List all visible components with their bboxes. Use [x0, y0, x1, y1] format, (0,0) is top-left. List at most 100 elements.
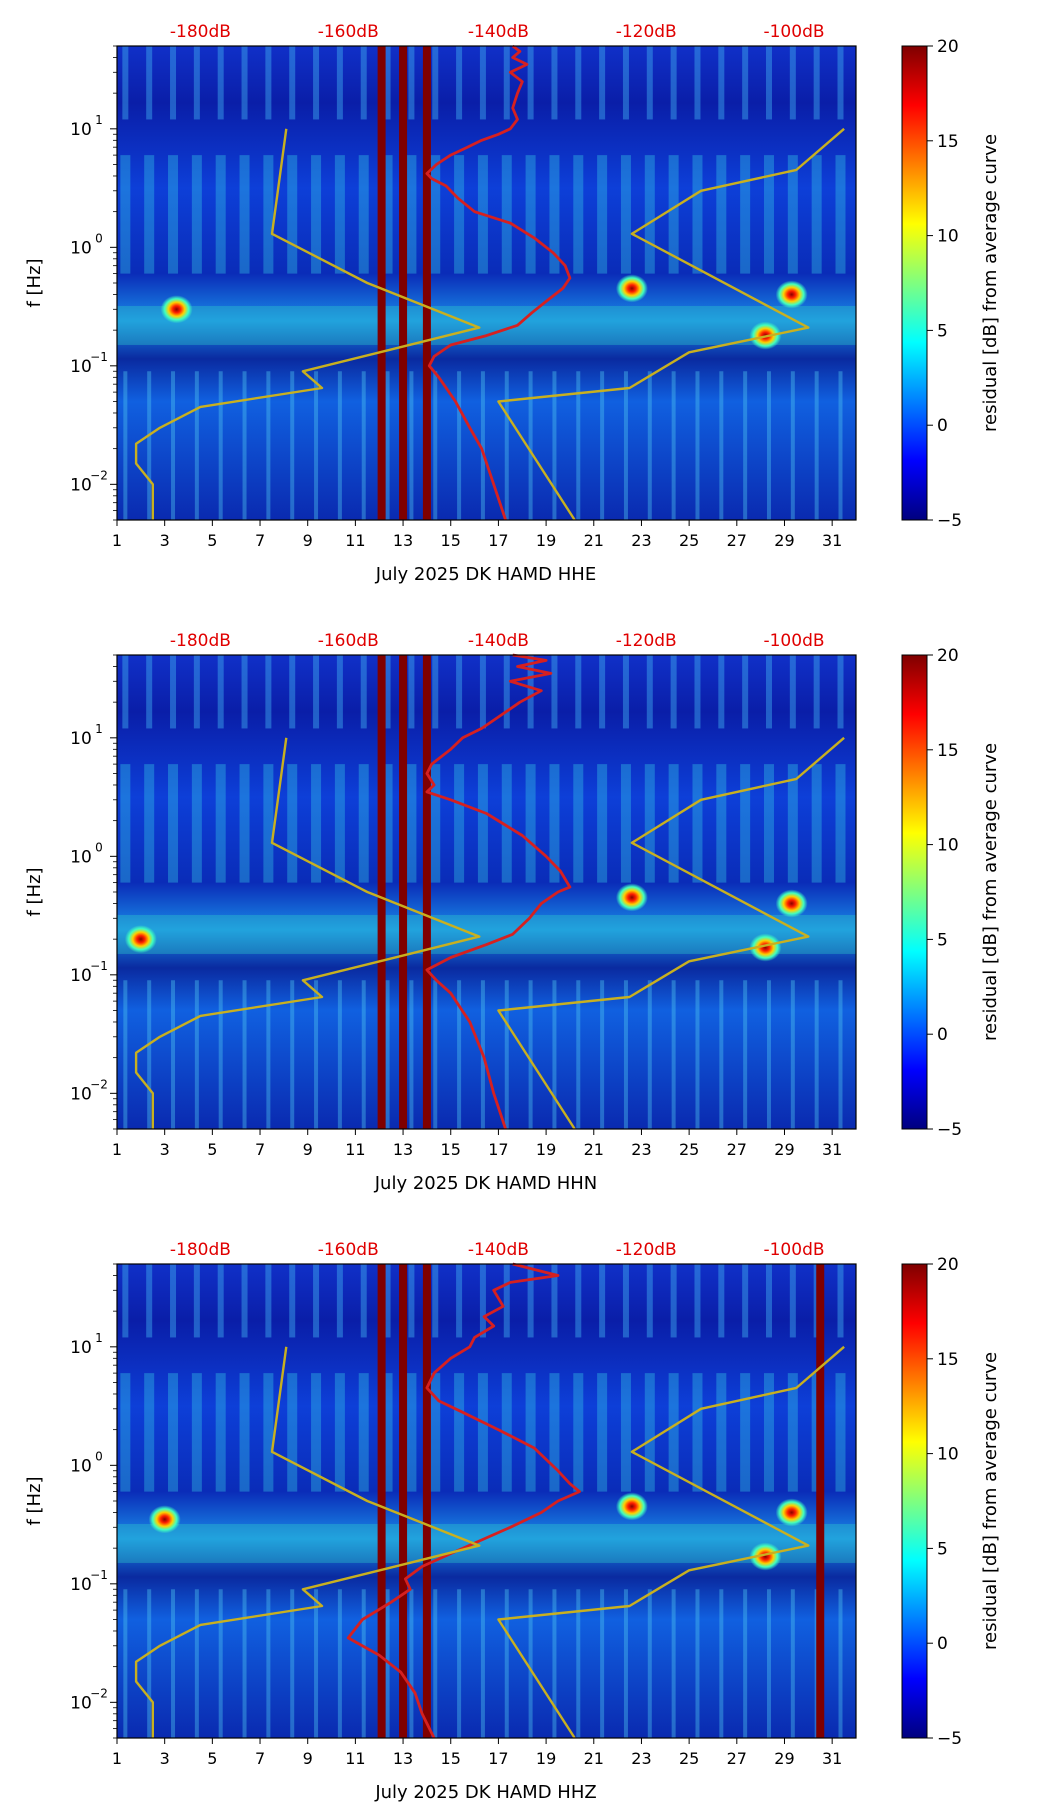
day-stripe-top [289, 1264, 296, 1338]
day-stripe-lower [814, 980, 819, 1129]
day-stripe-upper [525, 155, 536, 274]
x-tick-label: 15 [441, 1140, 461, 1159]
day-stripe-upper [191, 764, 202, 883]
day-stripe-lower [695, 980, 700, 1129]
day-stripe-upper [620, 1373, 631, 1492]
bright-spots [160, 274, 808, 350]
day-stripe-lower [814, 371, 819, 520]
day-stripe-upper [501, 764, 512, 883]
day-stripe-top [742, 1264, 749, 1338]
saturated-columns [377, 46, 431, 520]
day-stripe-upper [763, 764, 774, 883]
spectrogram-panel-hhe: 1 3 5 7 9 11 13 15 17 19 21 23 25 27 29 31 10−210−110 01… [24, 22, 1001, 585]
day-stripe-upper [525, 764, 536, 883]
day-stripe-top [313, 655, 320, 729]
x-tick-label: 25 [679, 1749, 699, 1768]
x-tick-label: 5 [207, 1749, 217, 1768]
y-tick-label: 10 [70, 1456, 92, 1476]
day-stripe-top [336, 1264, 343, 1338]
day-stripe-top [527, 655, 534, 729]
day-stripe-lower [385, 980, 390, 1129]
y-tick-label: 10 [70, 357, 92, 377]
day-stripe-top [289, 655, 296, 729]
colorbar-tick-label: 10 [937, 836, 959, 856]
db-top-labels: -180dB -160dB -140dB -120dB -100dB [170, 631, 825, 651]
day-stripe-lower [337, 1589, 342, 1738]
x-tick-label: 11 [345, 1140, 365, 1159]
colorbar-tick-label: 15 [937, 132, 959, 152]
db-label: -120dB [616, 22, 677, 42]
x-tick-label: 23 [631, 1749, 651, 1768]
colorbar [901, 45, 928, 521]
day-stripe-top [694, 46, 701, 120]
day-stripe-upper [501, 155, 512, 274]
x-tick-label: 23 [631, 1140, 651, 1159]
day-stripe-lower [504, 371, 509, 520]
y-axis-label: f [Hz] [24, 258, 45, 307]
saturated-column [399, 46, 408, 520]
x-ticks: 1 3 5 7 9 11 13 15 17 19 21 23 25 27 29 31 [112, 520, 842, 550]
day-stripe-upper [311, 1373, 322, 1492]
x-tick-label: 27 [727, 531, 747, 550]
day-stripe-upper [573, 764, 584, 883]
x-tick-label: 23 [631, 531, 651, 550]
day-stripe-top [170, 46, 177, 120]
colorbar-tick-label: 15 [937, 741, 959, 761]
colorbar-tick-label: 20 [937, 37, 959, 57]
db-label: -120dB [616, 1240, 677, 1260]
day-stripe-top [503, 46, 510, 120]
x-tick-label: 1 [112, 1749, 122, 1768]
day-stripe-top [503, 655, 510, 729]
day-stripe-upper [311, 764, 322, 883]
day-stripe-upper [644, 764, 655, 883]
colorbar-tick-label: 15 [937, 1350, 959, 1370]
day-stripe-upper [525, 1373, 536, 1492]
x-tick-label: 29 [774, 531, 794, 550]
db-label: -140dB [468, 22, 529, 42]
y-tick-exponent: −2 [90, 1686, 108, 1700]
day-stripe-lower [266, 371, 271, 520]
day-stripe-upper [787, 1373, 798, 1492]
day-stripe-top [217, 46, 224, 120]
x-tick-label: 17 [488, 1749, 508, 1768]
day-stripe-top [622, 46, 629, 120]
day-stripe-top [241, 46, 248, 120]
day-stripe-top [599, 655, 606, 729]
day-stripe-lower [743, 1589, 748, 1738]
day-stripe-lower [838, 371, 843, 520]
day-stripe-top [599, 1264, 606, 1338]
day-stripe-lower [790, 1589, 795, 1738]
day-stripe-lower [123, 1589, 128, 1738]
day-stripe-top [408, 655, 415, 729]
day-stripe-top [742, 46, 749, 120]
day-stripe-upper [358, 155, 369, 274]
day-stripe-lower [457, 371, 462, 520]
day-stripe-lower [194, 371, 199, 520]
db-label: -180dB [170, 1240, 231, 1260]
db-label: -140dB [468, 1240, 529, 1260]
day-stripe-upper [668, 155, 679, 274]
day-stripe-lower [194, 1589, 199, 1738]
y-tick-exponent: −2 [90, 1077, 108, 1091]
day-stripe-lower [147, 980, 152, 1129]
x-tick-label: 11 [345, 1749, 365, 1768]
day-stripe-lower [361, 980, 366, 1129]
x-axis-label: July 2025 DK HAMD HHZ [374, 1782, 596, 1803]
day-stripe-lower [242, 1589, 247, 1738]
day-stripe-upper [716, 155, 727, 274]
noise-curve [425, 44, 572, 521]
x-tick-label: 27 [727, 1140, 747, 1159]
colorbar-ticks: −5 0 5 10 15 20 [927, 37, 962, 531]
day-stripe-top [336, 46, 343, 120]
day-stripe-upper [406, 1373, 417, 1492]
day-stripe-upper [454, 1373, 465, 1492]
day-stripe-upper [144, 155, 155, 274]
colorbar-tick-label: −5 [937, 511, 962, 531]
day-stripe-lower [147, 1589, 152, 1738]
day-stripe-top [432, 1264, 439, 1338]
curves [134, 44, 845, 521]
day-stripe-top [122, 46, 129, 120]
microseism-band [117, 914, 856, 954]
day-stripe-upper [454, 764, 465, 883]
day-stripe-top [456, 655, 463, 729]
